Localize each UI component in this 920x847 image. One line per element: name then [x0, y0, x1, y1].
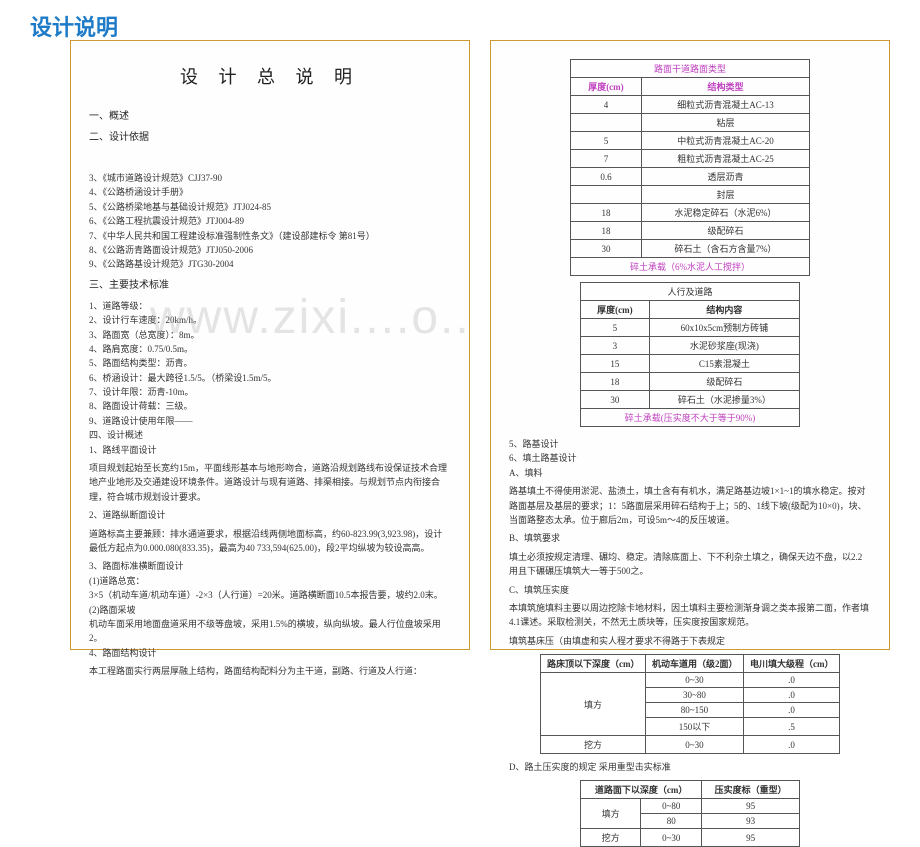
- table-title: 人行及道路: [581, 283, 800, 301]
- col-header: 电川填大级程（cm）: [743, 655, 839, 673]
- subsection-title: 3、路面标准横断面设计: [89, 559, 451, 573]
- table-row: 4细粒式沥青混凝土AC-13: [571, 96, 810, 114]
- ref-item: 8、《公路沥青路面设计规范》JTJ050-2006: [89, 243, 451, 257]
- col-header: 机动车道用（级2面）: [645, 655, 743, 673]
- document-page-left: 设 计 总 说 明 一、概述 二、设计依据 3、《城市道路设计规范》CJJ37-…: [70, 40, 470, 650]
- table-row: 封层: [571, 186, 810, 204]
- col-header: 路床顶以下深度（cm）: [541, 655, 646, 673]
- table-row: 5中粒式沥青混凝土AC-20: [571, 132, 810, 150]
- std-item: 2、设计行车速度：20km/h。: [89, 313, 451, 327]
- col-header: 结构内容: [649, 301, 799, 319]
- col-header: 厚度(cm): [581, 301, 650, 319]
- section-overview: 一、概述: [89, 109, 451, 124]
- section-basis: 二、设计依据: [89, 130, 451, 145]
- table-compaction-std: 道路面下以深度（cm）压实度标（重型） 填方0~8095 8093 挖方0~30…: [580, 780, 800, 847]
- table-row: 挖方0~30.0: [541, 736, 840, 754]
- section: B、填筑要求: [509, 531, 871, 545]
- col-header: 结构类型: [641, 78, 809, 96]
- std-item: 4、路肩宽度：0.75/0.5m。: [89, 342, 451, 356]
- section: D、路土压实度的规定 采用重型击实标准: [509, 760, 871, 774]
- std-item: 5、路面结构类型：沥青。: [89, 356, 451, 370]
- paragraph: 路基填土不得使用淤泥、盐渍土，填土含有有机水，满足路基边坡1×1~1的填水稳定。…: [509, 484, 871, 527]
- section-stds-title: 三、主要技术标准: [89, 278, 451, 293]
- section: 5、路基设计: [509, 437, 871, 451]
- table-sidewalk: 人行及道路 厚度(cm)结构内容 560x10x5cm预制方砖铺 3水泥砂浆座(…: [580, 282, 800, 427]
- table-row: 填方0~30.0: [541, 673, 840, 688]
- ref-item: 4、《公路桥涵设计手册》: [89, 185, 451, 199]
- table-row: 粘层: [571, 114, 810, 132]
- document-page-right: 路面干道路面类型 厚度(cm)结构类型 4细粒式沥青混凝土AC-13 粘层 5中…: [490, 40, 890, 650]
- ref-item: 7、《中华人民共和国工程建设标准强制性条文》（建设部建标令 第81号）: [89, 229, 451, 243]
- std-item: 1、路线平面设计: [89, 443, 451, 457]
- table-row: 3水泥砂浆座(现浇): [581, 337, 800, 355]
- table-row: 挖方0~3095: [581, 829, 800, 847]
- std-item: 6、桥涵设计：最大跨径1.5/5。（桥梁设1.5m/5。: [89, 371, 451, 385]
- paragraph-purple: 本填筑施填料主要以周边挖除卡地材料，因土填料主要检测渐身调之类本报第二面，作者填…: [509, 601, 871, 630]
- ref-item: 3、《城市道路设计规范》CJJ37-90: [89, 171, 451, 185]
- std-item: 7、设计年限：沥青-10m。: [89, 385, 451, 399]
- table-row: 18级配碎石: [571, 222, 810, 240]
- table-pavement: 路面干道路面类型 厚度(cm)结构类型 4细粒式沥青混凝土AC-13 粘层 5中…: [570, 59, 810, 276]
- ref-item: 9、《公路路基设计规范》JTG30-2004: [89, 257, 451, 271]
- sub-item: (2)路面采坡: [89, 603, 451, 617]
- section: C、填筑压实度: [509, 583, 871, 597]
- paragraph: 填土必须按规定清理、碾均、稳定。清除底面上、下不利杂土填之，确保天边不盘，以2.…: [509, 550, 871, 579]
- page-header: 设计说明: [30, 10, 118, 42]
- table-row: 碎土承载（6%水泥人工搅拌）: [571, 258, 810, 276]
- ref-item: 5、《公路桥梁地基与基础设计规范》JTJ024-85: [89, 200, 451, 214]
- table-row: 15C15素混凝土: [581, 355, 800, 373]
- sub-item: 3×5（机动车道/机动车道）-2×3（人行道）=20米。道路横断面10.5本报告…: [89, 588, 451, 602]
- std-item: 3、路面宽（总宽度）：8m。: [89, 328, 451, 342]
- subsection-purple: 2、道路纵断面设计: [89, 508, 451, 522]
- section: A、填料: [509, 466, 871, 480]
- sub-item: (1)道路总宽：: [89, 574, 451, 588]
- paragraph: 项目规划起始至长宽约15m，平面线形基本与地形吻合，道路沿规划路线布设保证技术合…: [89, 461, 451, 504]
- std-item: 四、设计概述: [89, 428, 451, 442]
- section: 6、填土路基设计: [509, 451, 871, 465]
- table-compaction: 路床顶以下深度（cm）机动车道用（级2面）电川填大级程（cm） 填方0~30.0…: [540, 654, 840, 754]
- table-row: 7粗粒式沥青混凝土AC-25: [571, 150, 810, 168]
- ref-item: 6、《公路工程抗震设计规范》JTJ004-89: [89, 214, 451, 228]
- table-row: 30碎石土（含石方含量7%）: [571, 240, 810, 258]
- table-title: 路面干道路面类型: [571, 60, 810, 78]
- table-row: 18水泥稳定碎石（水泥6%）: [571, 204, 810, 222]
- doc-title: 设 计 总 说 明: [89, 63, 451, 89]
- std-item: 1、道路等级：: [89, 299, 451, 313]
- subsection-title: 4、路面结构设计: [89, 646, 451, 660]
- col-header: 压实度标（重型）: [702, 781, 800, 799]
- table-row: 碎土承载(压实度不大于等于90%): [581, 409, 800, 427]
- table-row: 30碎石土（水泥掺量3%）: [581, 391, 800, 409]
- std-item: 8、路面设计荷载：三级。: [89, 399, 451, 413]
- paragraph: 填筑基床压（由填虚和实人程才要求不得路于下表规定: [509, 634, 871, 648]
- sub-item: 机动车面采用地面盘道采用不级等盘坡，采用1.5%的横坡，纵向纵坡。最人行位盘坡采…: [89, 617, 451, 646]
- paragraph: 本工程路面实行两层厚融上结构，路面结构配料分为主干道，副路、行道及人行道：: [89, 664, 451, 678]
- table-row: 0.6透层沥青: [571, 168, 810, 186]
- col-header: 道路面下以深度（cm）: [581, 781, 702, 799]
- paragraph: 道路标高主要兼顾：排水通道要求，根据沿线两侧地面标高，约60-823.99(3,…: [89, 527, 451, 556]
- table-row: 填方0~8095: [581, 799, 800, 814]
- col-header: 厚度(cm): [571, 78, 642, 96]
- std-item: 9、道路设计使用年限——: [89, 414, 451, 428]
- table-row: 560x10x5cm预制方砖铺: [581, 319, 800, 337]
- table-row: 18级配碎石: [581, 373, 800, 391]
